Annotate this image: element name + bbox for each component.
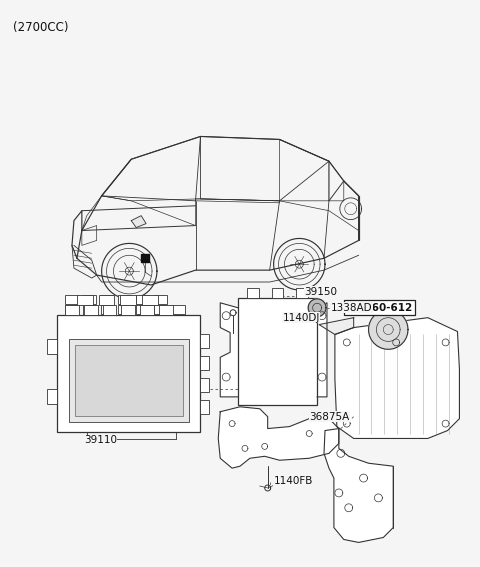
Bar: [77, 295, 93, 305]
Polygon shape: [97, 239, 161, 271]
Text: REF.60-612: REF.60-612: [347, 303, 412, 313]
Bar: [84, 305, 97, 315]
Text: 39150: 39150: [304, 287, 337, 297]
Bar: [201, 356, 209, 370]
Bar: [103, 305, 117, 315]
Polygon shape: [335, 318, 459, 438]
Text: 1140DJ: 1140DJ: [283, 312, 320, 323]
Polygon shape: [220, 303, 238, 397]
Polygon shape: [141, 254, 149, 262]
Bar: [119, 305, 131, 314]
Bar: [83, 305, 96, 314]
Bar: [296, 288, 308, 298]
Bar: [101, 295, 113, 304]
Polygon shape: [317, 303, 327, 397]
Polygon shape: [218, 407, 339, 468]
Polygon shape: [369, 310, 408, 349]
Bar: [136, 295, 149, 304]
Bar: [101, 305, 113, 314]
Bar: [99, 295, 114, 305]
Bar: [120, 295, 136, 305]
Bar: [57, 315, 201, 431]
Bar: [201, 335, 209, 348]
Bar: [119, 295, 131, 304]
Bar: [65, 305, 79, 315]
Bar: [272, 288, 284, 298]
Bar: [140, 305, 154, 315]
Bar: [121, 305, 135, 315]
Text: 36875A: 36875A: [309, 412, 349, 422]
Bar: [247, 288, 259, 298]
Bar: [172, 305, 185, 314]
Bar: [238, 298, 317, 405]
Bar: [69, 340, 189, 422]
Text: (2700CC): (2700CC): [12, 20, 68, 33]
Bar: [47, 389, 57, 404]
Polygon shape: [324, 429, 393, 543]
Bar: [201, 378, 209, 392]
Polygon shape: [319, 318, 354, 335]
Bar: [136, 305, 149, 314]
Bar: [154, 305, 167, 314]
Bar: [75, 345, 183, 416]
Bar: [47, 340, 57, 354]
Bar: [83, 295, 96, 304]
Bar: [65, 305, 78, 314]
Polygon shape: [270, 235, 329, 264]
Text: 39110: 39110: [84, 435, 117, 446]
Bar: [142, 295, 158, 305]
Bar: [159, 305, 173, 315]
Bar: [154, 295, 167, 304]
Polygon shape: [131, 215, 146, 227]
Polygon shape: [308, 299, 326, 316]
Text: 1338AD: 1338AD: [331, 303, 372, 313]
Text: 1140FB: 1140FB: [274, 476, 313, 486]
Bar: [65, 295, 78, 304]
Bar: [201, 400, 209, 414]
